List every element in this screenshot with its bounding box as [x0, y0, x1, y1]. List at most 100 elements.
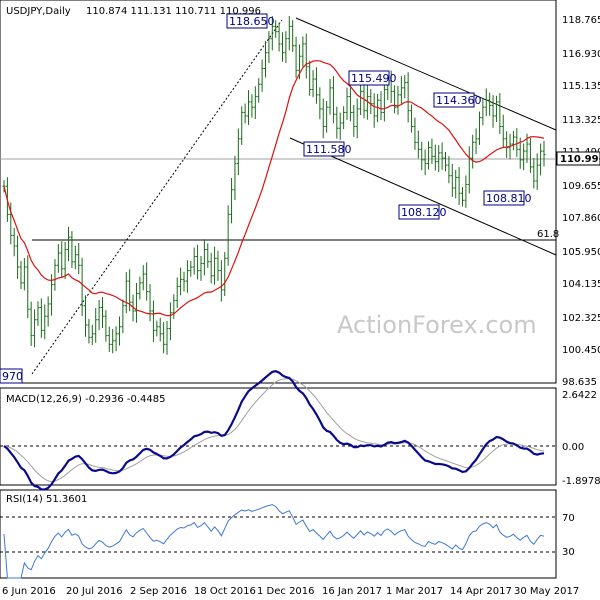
price-bar — [427, 141, 431, 170]
price-bar — [90, 324, 94, 345]
price-bar — [345, 87, 349, 120]
price-bar — [372, 93, 376, 128]
price-bar — [318, 87, 322, 120]
annotation-118650: 118.650 — [226, 13, 275, 29]
price-tick: 109.655 — [562, 181, 600, 192]
svg-text:118.650: 118.650 — [229, 15, 275, 28]
trend-lower-line — [289, 137, 557, 256]
price-bar — [270, 15, 274, 51]
time-tick: 20 Jul 2016 — [66, 586, 123, 597]
price-bar — [155, 320, 159, 337]
price-bar — [522, 143, 526, 171]
price-bar — [22, 258, 26, 291]
price-bar — [474, 128, 478, 155]
price-bar — [447, 156, 451, 184]
price-bar — [304, 33, 308, 79]
price-bar — [267, 31, 271, 64]
price-bar — [423, 149, 427, 176]
macd-header: MACD(12,26,9) -0.2936 -0.4485 — [6, 394, 166, 405]
price-bar — [539, 143, 543, 176]
price-bar — [488, 92, 492, 116]
macd-line — [3, 370, 545, 491]
price-bar — [196, 244, 200, 280]
price-tick: 118.765 — [562, 15, 600, 26]
price-bar — [277, 22, 281, 52]
price-bar — [67, 226, 71, 262]
macd-axis: 2.6422 0.00 -1.8978 — [562, 390, 600, 487]
price-bar — [413, 117, 417, 150]
macd-tick: 0.00 — [562, 442, 584, 453]
moving-average-line — [3, 60, 545, 317]
svg-text:970: 970 — [2, 370, 23, 383]
price-bar — [240, 106, 244, 145]
price-bar — [39, 298, 43, 338]
price-bar — [80, 257, 84, 317]
price-bar — [420, 141, 424, 171]
price-bar — [369, 89, 373, 115]
price-bar — [199, 255, 203, 281]
annotation-970: 970 — [0, 368, 23, 384]
price-bar — [342, 106, 346, 130]
price-tick: 98.635 — [562, 377, 597, 388]
price-bar — [250, 94, 254, 118]
price-tick: 100.450 — [562, 345, 600, 356]
price-bar — [60, 241, 64, 278]
price-bar — [338, 112, 342, 141]
price-bar — [294, 36, 298, 78]
price-bar — [308, 60, 312, 96]
svg-text:115.490: 115.490 — [351, 72, 397, 85]
price-bar — [264, 40, 268, 78]
time-tick: 14 Apr 2017 — [450, 586, 512, 597]
svg-text:114.360: 114.360 — [436, 94, 482, 107]
price-bar — [403, 75, 407, 99]
price-bar — [494, 95, 498, 123]
chart-ohlc-header: 110.874 111.131 110.711 110.996 — [86, 6, 261, 17]
price-bar — [138, 276, 142, 300]
price-bar — [70, 231, 74, 268]
price-bar — [457, 167, 461, 206]
price-panel — [0, 0, 557, 384]
price-bar — [46, 296, 50, 327]
price-bar — [12, 227, 16, 257]
price-bar — [56, 244, 60, 273]
macd-tick: -1.8978 — [562, 476, 600, 487]
price-bar — [257, 78, 261, 103]
dashed-trend-line — [31, 19, 283, 375]
price-bar — [389, 70, 393, 104]
price-bar — [484, 88, 488, 117]
price-bar — [145, 262, 149, 301]
price-bar — [365, 84, 369, 120]
price-bar — [515, 128, 519, 157]
price-bar — [450, 163, 454, 197]
price-bar — [314, 67, 318, 104]
price-bar — [454, 169, 458, 199]
price-bar — [396, 85, 400, 115]
annotation-115490: 115.490 — [348, 70, 397, 86]
price-bar — [29, 301, 33, 346]
price-bar — [209, 252, 213, 284]
price-bar — [223, 252, 227, 297]
price-tick: 102.325 — [562, 313, 600, 324]
price-tick: 105.950 — [562, 247, 600, 258]
price-bar — [33, 309, 37, 348]
price-bar — [117, 316, 121, 346]
price-bar — [491, 95, 495, 128]
price-bar — [335, 106, 339, 139]
price-bar — [393, 85, 397, 114]
price-bar — [284, 31, 288, 64]
svg-text:108.810: 108.810 — [486, 192, 532, 205]
rsi-panel — [0, 489, 557, 579]
price-bar — [182, 271, 186, 292]
price-bar — [158, 317, 162, 342]
price-bar — [141, 265, 145, 291]
svg-text:111.580: 111.580 — [306, 143, 352, 156]
price-bar — [185, 260, 189, 293]
price-bar — [260, 59, 264, 92]
price-bar — [192, 247, 196, 275]
watermark: ActionForex.com — [337, 311, 537, 339]
rsi-header: RSI(14) 51.3601 — [6, 494, 87, 505]
price-bar — [9, 202, 13, 245]
price-bar — [440, 142, 444, 170]
price-tick: 115.135 — [562, 81, 600, 92]
